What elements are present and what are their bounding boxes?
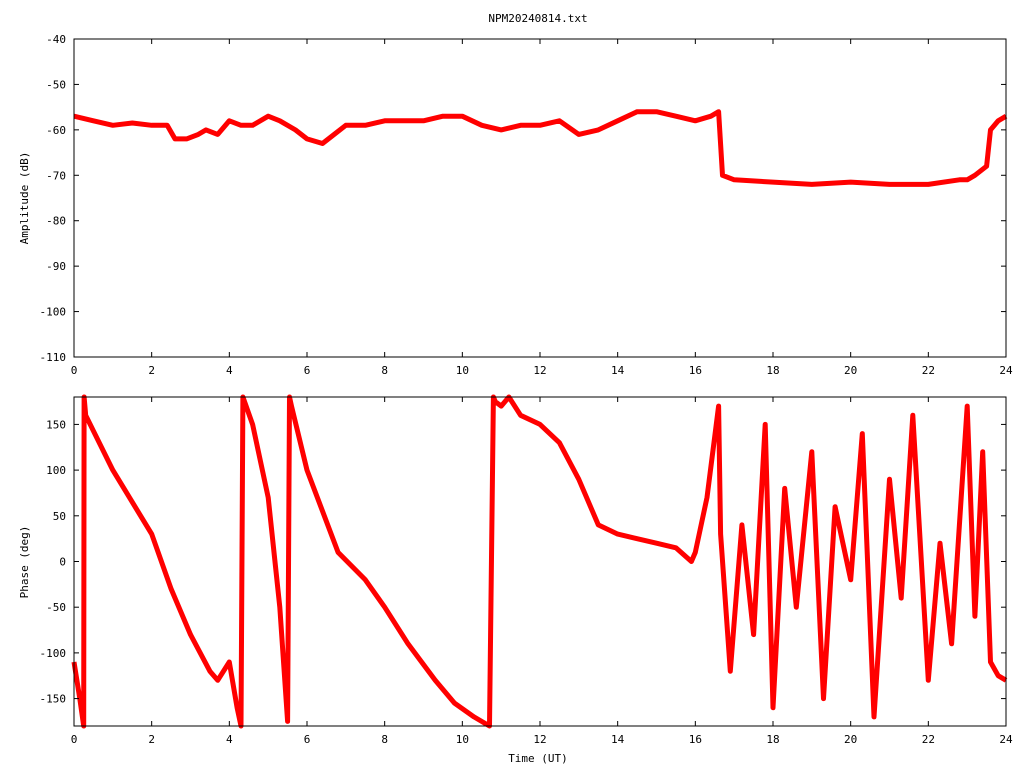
phase-x-tick-label: 14 [611,733,625,746]
amplitude-plot-frame [73,38,1007,358]
amplitude-x-tick-label: 20 [844,364,857,377]
phase-y-tick-label: -100 [40,647,67,660]
amplitude-y-tick-label: -110 [40,351,67,364]
amplitude-x-tick-label: 14 [611,364,625,377]
phase-x-tick-label: 4 [226,733,233,746]
amplitude-x-tick-label: 22 [922,364,935,377]
amplitude-series-line [73,109,1008,187]
phase-y-tick-label: 0 [59,556,66,569]
phase-y-tick-label: 100 [46,464,66,477]
phase-x-tick-label: 20 [844,733,857,746]
phase-x-tick-label: 12 [533,733,546,746]
phase-x-tick-label: 0 [71,733,78,746]
chart-title: NPM20240814.txt [488,12,587,25]
phase-x-tick-label: 2 [148,733,155,746]
amplitude-y-tick-label: -40 [46,33,66,46]
amplitude-panel: Amplitude (dB) 0 2 4 6 8 10 12 14 16 18 20 22 24-40-… [18,33,1013,377]
phase-y-tick-label: 150 [46,418,66,431]
phase-x-tick-label: 6 [304,733,311,746]
amplitude-x-tick-label: 24 [999,364,1013,377]
amplitude-x-tick-label: 16 [689,364,702,377]
amplitude-x-tick-label: 10 [456,364,469,377]
amplitude-x-tick-label: 0 [71,364,78,377]
amplitude-x-tick-label: 12 [533,364,546,377]
phase-y-tick-label: -150 [40,693,67,706]
phase-x-tick-label: 10 [456,733,469,746]
amplitude-x-tick-label: 2 [148,364,155,377]
amplitude-y-axis-label: Amplitude (dB) [18,152,31,245]
amplitude-y-tick-label: -60 [46,124,66,137]
phase-series-line [71,394,1008,729]
amplitude-y-tick-label: -80 [46,215,66,228]
phase-y-tick-label: -50 [46,601,66,614]
amplitude-y-tick-label: -50 [46,78,66,91]
phase-x-tick-label: 18 [766,733,779,746]
phase-x-tick-label: 16 [689,733,702,746]
amplitude-y-tick-label: -70 [46,169,66,182]
phase-x-tick-label: 8 [381,733,388,746]
time-x-axis-label: Time (UT) [508,752,568,765]
phase-y-tick-label: 50 [53,510,66,523]
phase-x-tick-label: 24 [999,733,1013,746]
amplitude-x-tick-label: 18 [766,364,779,377]
amplitude-y-tick-label: -90 [46,260,66,273]
phase-y-axis-label: Phase (deg) [18,526,31,599]
phase-x-tick-label: 22 [922,733,935,746]
amplitude-x-tick-label: 8 [381,364,388,377]
amplitude-y-tick-label: -100 [40,306,67,319]
phase-panel: Phase (deg) Time (UT) 0 2 4 6 8 10 12 14 16 18 20 2… [18,394,1013,765]
amplitude-x-tick-label: 4 [226,364,233,377]
amplitude-x-tick-label: 6 [304,364,311,377]
